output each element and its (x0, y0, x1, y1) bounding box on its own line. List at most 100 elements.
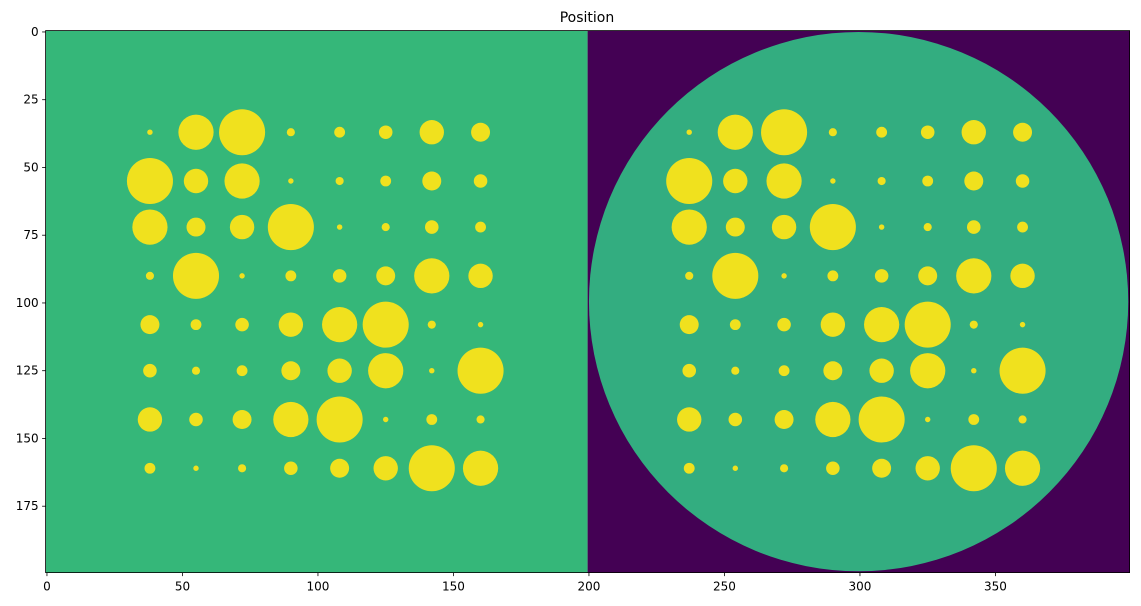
spot (126, 157, 173, 205)
spot (820, 312, 846, 337)
spot (143, 363, 157, 378)
spot (322, 307, 358, 343)
spot (761, 109, 808, 156)
spot (771, 214, 797, 240)
spot (183, 168, 209, 194)
spot (281, 361, 301, 381)
spot (273, 401, 309, 438)
spot (766, 163, 802, 199)
x-tick-label: 250 (713, 580, 736, 594)
spot (144, 462, 156, 474)
x-tick-label: 300 (849, 580, 872, 594)
spot (362, 301, 409, 348)
spot (967, 220, 981, 234)
spot (172, 252, 220, 299)
spot (969, 320, 978, 329)
spot (288, 178, 294, 184)
spot (781, 273, 787, 279)
spot (278, 312, 304, 337)
spot (332, 269, 347, 283)
spot (425, 220, 439, 234)
spot (874, 269, 889, 283)
x-tick-label: 50 (175, 580, 190, 594)
spot (334, 126, 346, 138)
spot (190, 319, 202, 331)
spot (1013, 122, 1033, 142)
spot (285, 270, 297, 282)
spot (373, 456, 398, 481)
spot (429, 367, 435, 374)
spot (777, 317, 791, 332)
spot (145, 271, 154, 280)
spot (238, 464, 247, 473)
spot (476, 415, 485, 424)
y-tick-label: 150 (16, 431, 39, 445)
spot (923, 223, 932, 232)
spot (723, 168, 748, 194)
spot (827, 270, 839, 282)
spot (922, 175, 934, 187)
spot (725, 217, 745, 237)
y-tick-label: 50 (23, 160, 38, 174)
spot (473, 174, 488, 188)
spot (1019, 321, 1026, 328)
spot (774, 410, 794, 429)
spot (830, 178, 836, 184)
spot (823, 361, 843, 381)
spot (378, 125, 393, 139)
spot (904, 301, 951, 348)
spot (915, 456, 940, 481)
spot (826, 461, 840, 476)
spot (809, 204, 856, 251)
spot (729, 319, 741, 331)
spot (679, 315, 699, 335)
spot (193, 465, 199, 471)
spot (284, 461, 298, 476)
spot (330, 458, 350, 478)
spot (815, 401, 851, 438)
spot (267, 204, 314, 251)
spot (1018, 415, 1027, 424)
spot (686, 129, 692, 135)
spot (876, 126, 888, 138)
spot (671, 209, 707, 245)
disc (588, 31, 1129, 572)
spot (422, 171, 442, 191)
spot (224, 163, 260, 199)
spot (316, 396, 363, 443)
spot (731, 366, 740, 375)
spot (712, 252, 759, 299)
spot (286, 128, 295, 137)
spot (1010, 263, 1035, 289)
spot (971, 367, 977, 374)
spot (666, 157, 713, 205)
spot (877, 176, 886, 186)
spot (140, 315, 160, 335)
spot (1015, 174, 1030, 188)
spot (685, 271, 694, 280)
spot (924, 416, 931, 423)
y-tick-label: 100 (16, 296, 39, 310)
spot (864, 307, 900, 343)
spot (408, 445, 455, 492)
y-tick-label: 125 (16, 364, 39, 378)
spot (828, 128, 837, 137)
spot (999, 347, 1046, 394)
spot (471, 122, 491, 142)
chart-title: Position (560, 10, 615, 26)
spot (717, 114, 753, 150)
spot (147, 129, 153, 135)
spot (381, 223, 390, 232)
spot (236, 365, 248, 377)
spot (869, 358, 894, 383)
spot (186, 217, 206, 237)
x-tick-label: 150 (442, 580, 465, 594)
spot (778, 365, 790, 377)
panel-background (45, 30, 588, 573)
axes-frame (45, 30, 1130, 574)
spot (380, 175, 392, 187)
y-tick-label: 175 (16, 499, 39, 513)
spot (457, 347, 504, 394)
spot (414, 258, 450, 294)
spot (878, 224, 885, 230)
